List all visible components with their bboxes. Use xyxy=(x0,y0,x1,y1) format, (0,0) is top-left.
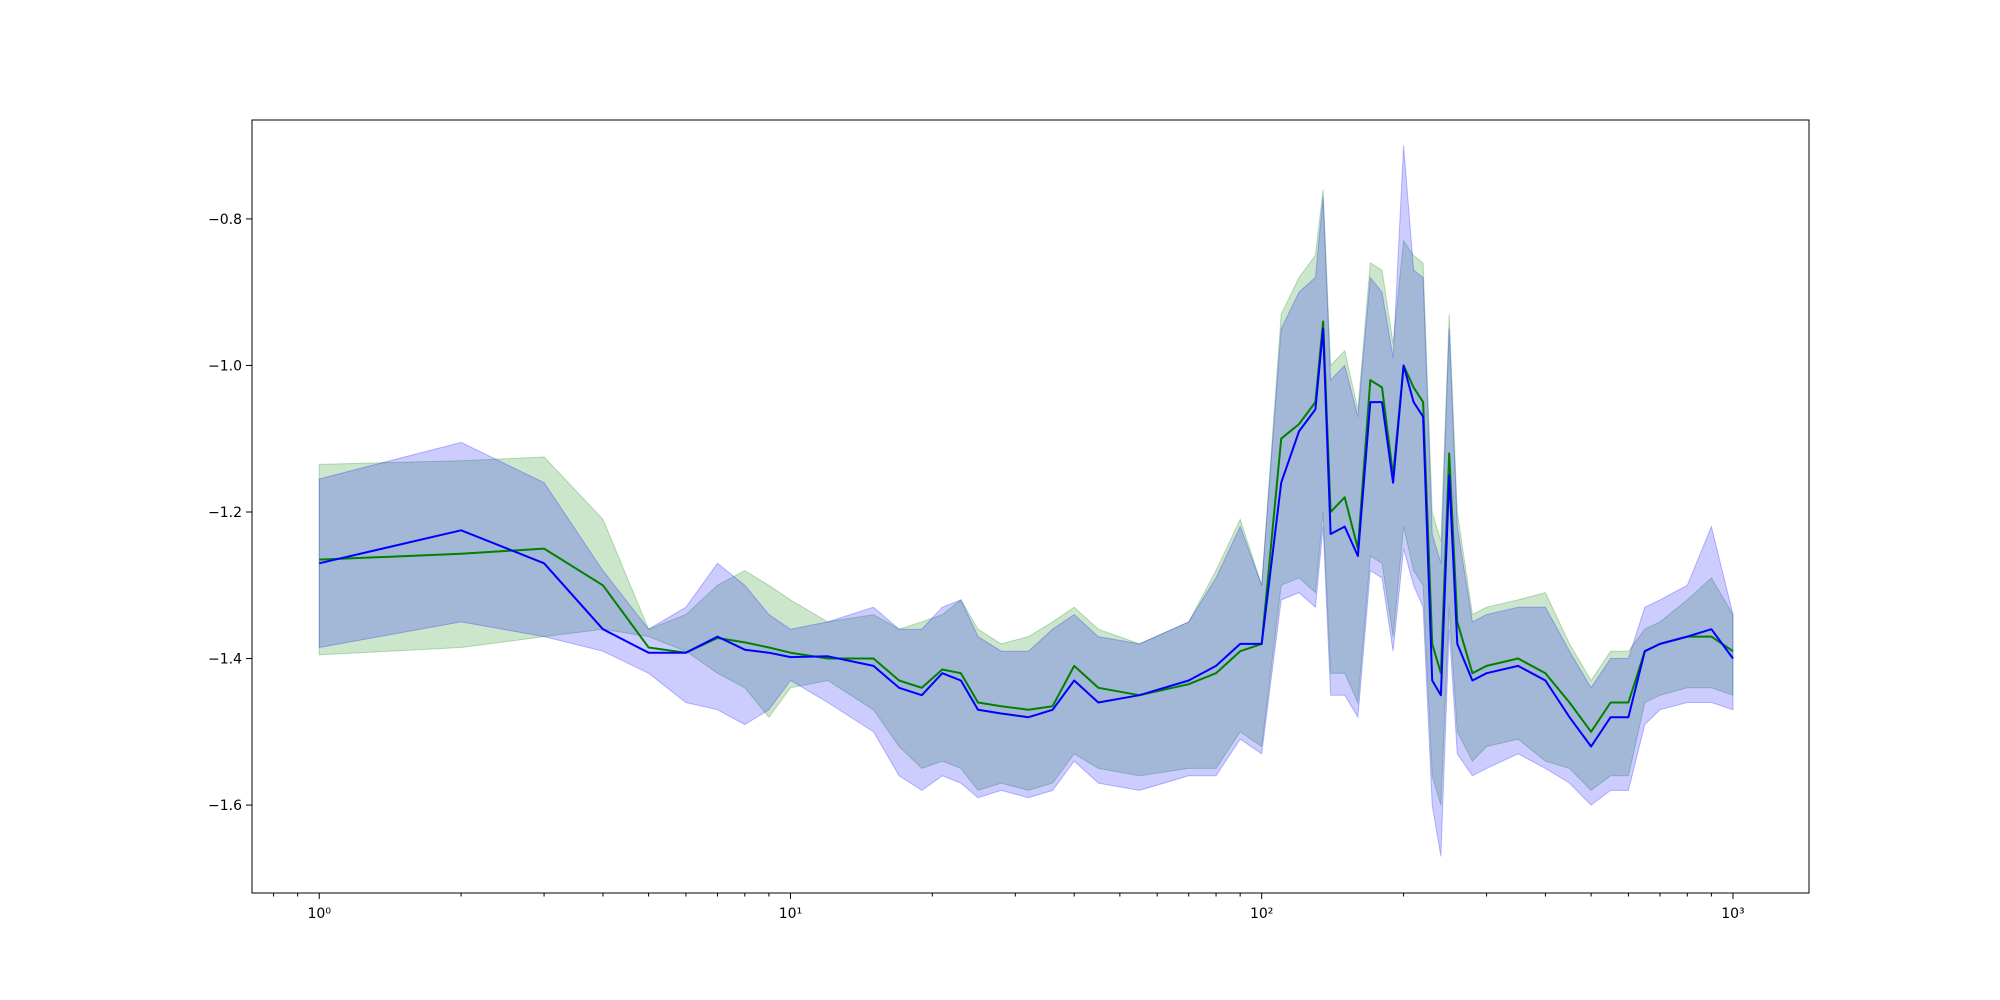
plot-area-frame xyxy=(251,119,1810,894)
x-tick-label: 10² xyxy=(1250,906,1273,922)
y-tick-label: −1.6 xyxy=(208,798,242,814)
y-axis: −0.8 −1.0 −1.2 −1.4 −1.6 xyxy=(208,212,252,814)
series-1-line xyxy=(318,327,1734,748)
series-lines xyxy=(318,320,1734,748)
series-0-line xyxy=(319,320,1734,733)
y-tick-label: −0.8 xyxy=(208,212,242,228)
y-tick-label: −1.2 xyxy=(208,505,242,521)
x-tick-label: 10¹ xyxy=(779,906,802,922)
x-tick-label: 10⁰ xyxy=(308,906,332,922)
x-axis: 10⁰ 10¹ 10² 10³ xyxy=(273,893,1745,922)
series-1-band xyxy=(318,145,1734,857)
series-0-band xyxy=(318,189,1734,806)
confidence-bands xyxy=(318,145,1734,857)
y-tick-label: −1.0 xyxy=(208,358,242,374)
y-tick-label: −1.4 xyxy=(208,652,242,668)
x-tick-label: 10³ xyxy=(1721,906,1744,922)
